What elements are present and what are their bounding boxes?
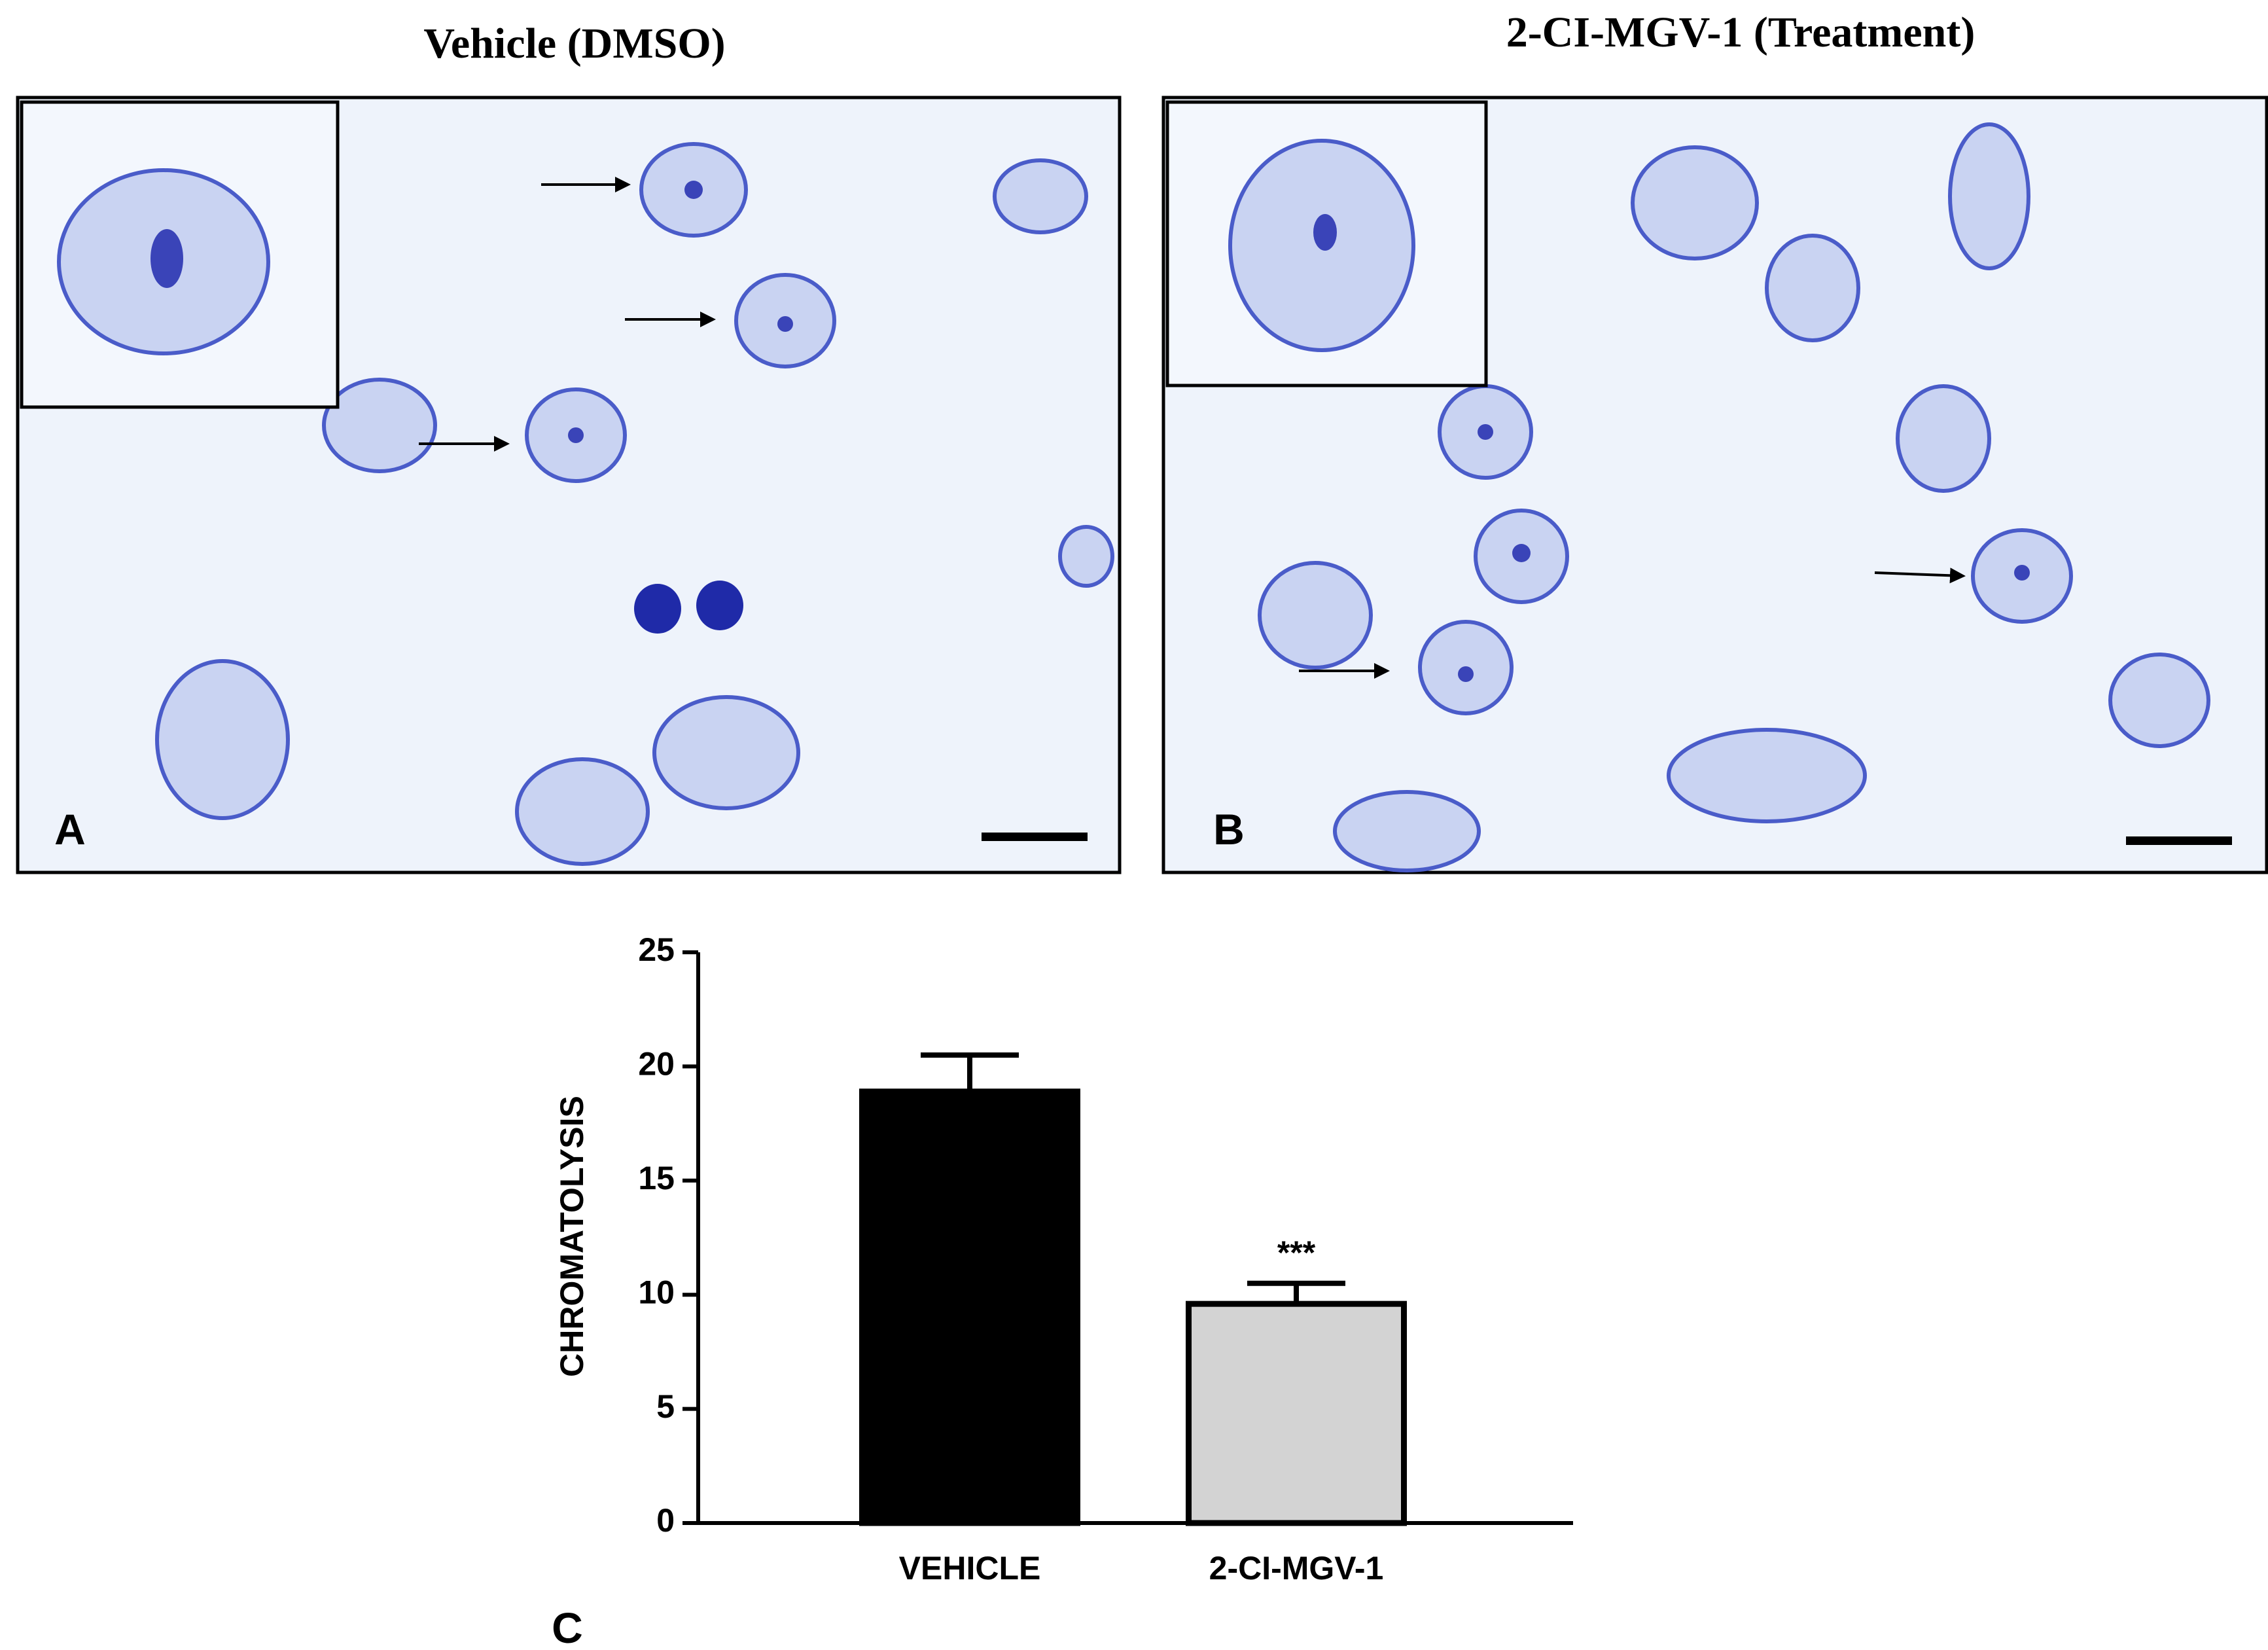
y-tick-label: 15 <box>638 1160 675 1196</box>
y-tick-label: 25 <box>638 931 675 968</box>
panel-title: 2-CI-MGV-1 (Treatment) <box>1506 9 1976 56</box>
panel-title: Vehicle (DMSO) <box>423 20 725 67</box>
panel-label: B <box>1213 805 1245 853</box>
y-axis-title: CHROMATOLYSIS <box>554 1096 590 1377</box>
micrograph-b <box>1161 96 2268 874</box>
y-tick-label: 5 <box>656 1388 675 1425</box>
micrograph-a <box>16 96 1122 874</box>
bar-chart: 0 5 10 15 20 25 VEHICLE 2-CI-MGV-1 *** <box>638 931 1573 1587</box>
bar <box>1186 1300 1407 1526</box>
significance-annotation: *** <box>1277 1234 1316 1271</box>
panel-label: A <box>54 805 86 853</box>
y-tick-label: 10 <box>638 1274 675 1310</box>
y-tick-label: 20 <box>638 1046 675 1083</box>
bar <box>859 1088 1080 1526</box>
x-tick-label: 2-CI-MGV-1 <box>1209 1550 1384 1587</box>
panel-label: C <box>552 1604 583 1650</box>
x-tick-label: VEHICLE <box>899 1550 1041 1587</box>
y-tick-label: 0 <box>656 1502 675 1539</box>
